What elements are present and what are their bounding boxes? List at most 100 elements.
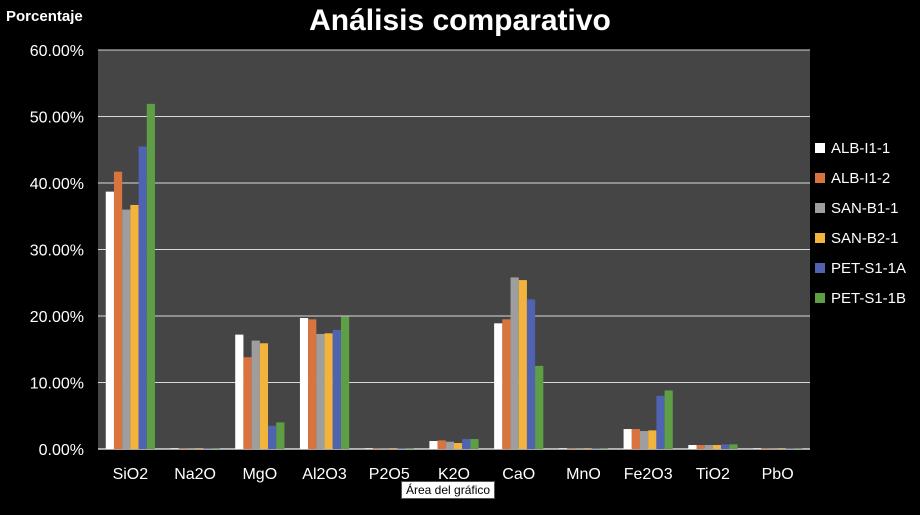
y-tick-label: 40.00%: [30, 176, 84, 193]
y-tick-label: 10.00%: [30, 376, 84, 393]
legend-swatch: [815, 173, 825, 183]
bar-alb-i1-1[interactable]: [170, 448, 179, 449]
y-tick-label: 30.00%: [30, 243, 84, 260]
legend-item[interactable]: SAN-B1-1: [815, 193, 906, 223]
bar-alb-i1-1[interactable]: [558, 448, 568, 449]
bar-pet-s1-1b[interactable]: [599, 448, 609, 449]
bar-alb-i1-1[interactable]: [429, 441, 438, 449]
bar-san-b2-1[interactable]: [648, 430, 657, 449]
bar-san-b1-1[interactable]: [186, 448, 196, 449]
bar-san-b1-1[interactable]: [316, 333, 325, 449]
x-tick-label: CaO: [502, 466, 535, 483]
bar-alb-i1-2[interactable]: [178, 448, 187, 449]
legend[interactable]: ALB-I1-1 ALB-I1-2 SAN-B1-1 SAN-B2-1 PET-S1-1…: [815, 133, 906, 313]
bar-pet-s1-1a[interactable]: [721, 444, 730, 449]
bar-pet-s1-1b[interactable]: [729, 444, 738, 449]
bar-pet-s1-1b[interactable]: [405, 448, 414, 449]
bar-pet-s1-1b[interactable]: [276, 422, 285, 449]
bar-pet-s1-1b[interactable]: [664, 390, 673, 449]
bar-pet-s1-1a[interactable]: [268, 425, 277, 449]
legend-label: ALB-I1-2: [831, 169, 891, 187]
bar-san-b2-1[interactable]: [454, 443, 463, 449]
bar-pet-s1-1b[interactable]: [340, 316, 350, 449]
bar-pet-s1-1a[interactable]: [138, 146, 147, 450]
bar-san-b1-1[interactable]: [704, 445, 713, 449]
bar-san-b1-1[interactable]: [639, 431, 649, 449]
legend-item[interactable]: PET-S1-1A: [815, 253, 906, 283]
bar-alb-i1-1[interactable]: [235, 334, 244, 449]
bar-pet-s1-1a[interactable]: [591, 448, 600, 449]
bar-san-b1-1[interactable]: [445, 441, 454, 449]
x-tick-label: K2O: [438, 466, 470, 483]
bar-pet-s1-1a[interactable]: [462, 439, 471, 449]
x-tick-label: MgO: [242, 466, 277, 483]
bar-pet-s1-1b[interactable]: [211, 448, 220, 449]
bar-san-b2-1[interactable]: [777, 448, 786, 449]
bar-pet-s1-1a[interactable]: [397, 448, 406, 449]
bar-pet-s1-1b[interactable]: [794, 448, 803, 449]
chart-area-tooltip: Área del gráfico: [401, 481, 496, 499]
bar-san-b1-1[interactable]: [381, 448, 390, 449]
bar-pet-s1-1a[interactable]: [526, 299, 536, 449]
legend-item[interactable]: SAN-B2-1: [815, 223, 906, 253]
y-tick-label: 20.00%: [30, 309, 84, 326]
x-tick-label: SiO2: [113, 466, 149, 483]
bar-san-b2-1[interactable]: [712, 445, 722, 449]
legend-label: PET-S1-1A: [831, 259, 907, 277]
y-axis-title: Porcentaje: [6, 8, 83, 25]
bar-san-b2-1[interactable]: [389, 448, 398, 449]
x-tick-label: Al2O3: [302, 466, 347, 483]
bar-san-b2-1[interactable]: [130, 204, 139, 449]
bar-alb-i1-2[interactable]: [696, 445, 705, 449]
bar-alb-i1-2[interactable]: [243, 357, 252, 449]
bar-alb-i1-1[interactable]: [494, 323, 503, 449]
bar-alb-i1-1[interactable]: [299, 317, 309, 449]
bar-pet-s1-1b[interactable]: [146, 103, 155, 450]
bar-san-b2-1[interactable]: [195, 448, 204, 449]
legend-label: ALB-I1-1: [831, 139, 891, 157]
legend-label: SAN-B1-1: [831, 199, 899, 217]
bar-alb-i1-1[interactable]: [688, 445, 697, 449]
y-tick-label: 60.00%: [30, 43, 84, 60]
bar-alb-i1-1[interactable]: [623, 429, 632, 449]
bar-pet-s1-1a[interactable]: [785, 448, 795, 449]
bar-alb-i1-2[interactable]: [437, 440, 446, 449]
bar-san-b2-1[interactable]: [259, 343, 269, 449]
legend-item[interactable]: ALB-I1-1: [815, 133, 906, 163]
bar-alb-i1-1[interactable]: [364, 448, 373, 449]
bar-alb-i1-2[interactable]: [567, 448, 576, 449]
legend-item[interactable]: PET-S1-1B: [815, 283, 906, 313]
bar-san-b1-1[interactable]: [510, 277, 519, 449]
bar-alb-i1-2[interactable]: [113, 171, 123, 449]
bar-alb-i1-2[interactable]: [308, 319, 317, 449]
bar-san-b2-1[interactable]: [324, 333, 333, 449]
bar-san-b1-1[interactable]: [769, 448, 778, 449]
bar-alb-i1-2[interactable]: [372, 448, 382, 449]
x-tick-label: TiO2: [696, 466, 730, 483]
bar-pet-s1-1a[interactable]: [203, 448, 212, 449]
bar-pet-s1-1a[interactable]: [656, 395, 665, 449]
bar-alb-i1-2[interactable]: [631, 429, 640, 449]
legend-label: PET-S1-1B: [831, 289, 907, 307]
bar-san-b2-1[interactable]: [518, 280, 527, 449]
bar-alb-i1-1[interactable]: [753, 448, 762, 449]
y-tick-label: 0.00%: [39, 442, 84, 459]
bar-san-b1-1[interactable]: [575, 448, 584, 449]
legend-swatch: [815, 233, 825, 243]
bar-pet-s1-1b[interactable]: [535, 365, 544, 449]
bar-alb-i1-2[interactable]: [502, 319, 511, 449]
bar-pet-s1-1a[interactable]: [332, 329, 341, 449]
x-tick-label: PbO: [762, 466, 794, 483]
bar-alb-i1-1[interactable]: [105, 191, 114, 449]
x-tick-label: Na2O: [174, 466, 216, 483]
bar-san-b2-1[interactable]: [583, 448, 592, 449]
bar-pet-s1-1b[interactable]: [470, 439, 479, 449]
x-tick-label: P2O5: [369, 466, 410, 483]
bar-alb-i1-2[interactable]: [761, 448, 770, 449]
legend-swatch: [815, 143, 825, 153]
x-tick-label: Fe2O3: [624, 466, 673, 483]
bar-san-b1-1[interactable]: [122, 209, 131, 449]
bar-san-b1-1[interactable]: [251, 340, 260, 449]
legend-item[interactable]: ALB-I1-2: [815, 163, 906, 193]
